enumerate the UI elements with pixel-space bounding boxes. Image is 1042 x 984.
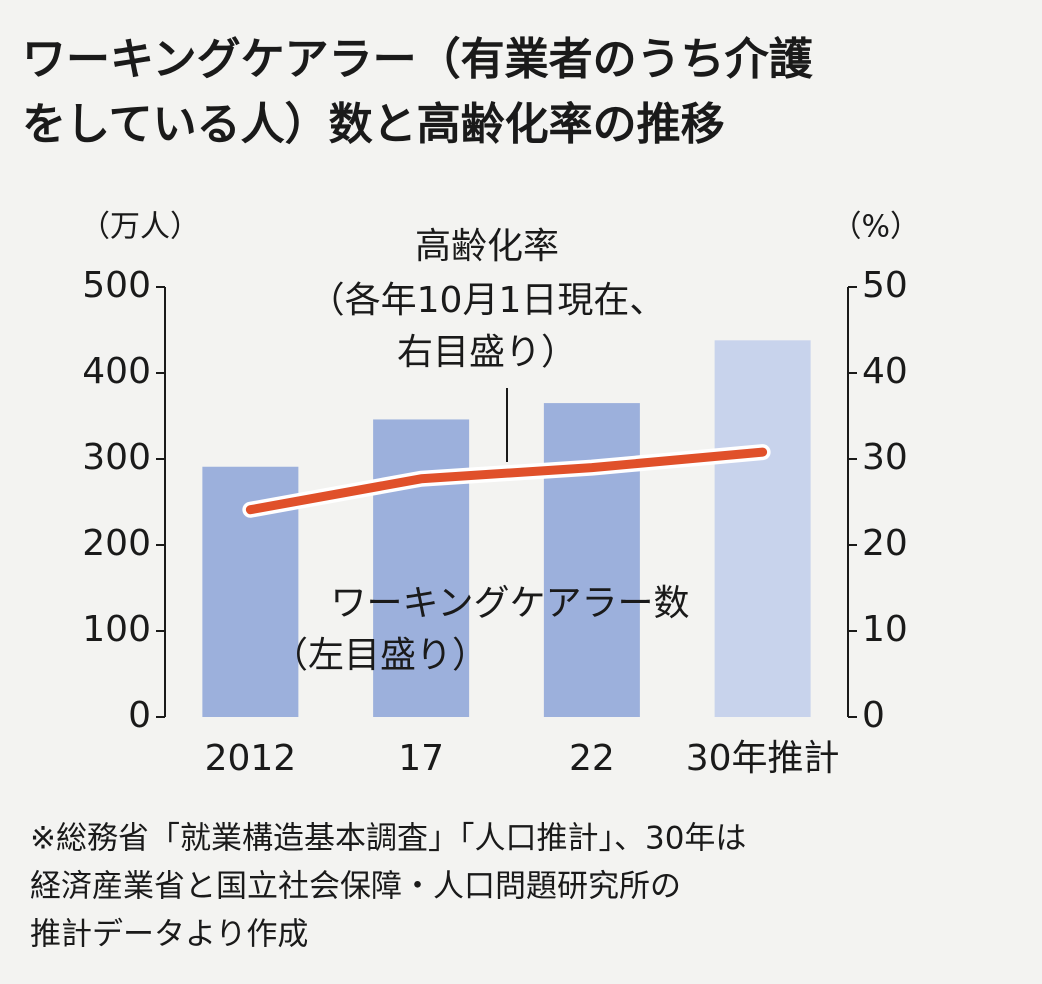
x-tick-label: 22 [569, 738, 615, 779]
y2-tick-label: 10 [862, 609, 908, 650]
y-axis-unit: （万人） [80, 210, 200, 245]
source-note: 推計データより作成 [30, 917, 308, 953]
plot: 0 100 200 300 400 500 0 10 20 30 40 50 2012 17 22 30年推計 [82, 265, 908, 779]
y2-tick-label: 30 [862, 437, 908, 478]
y2-axis-unit: （%） [831, 210, 920, 245]
y-tick-label: 200 [82, 523, 151, 564]
source-note: ※総務省「就業構造基本調査」「人口推計」、30年は [30, 821, 746, 857]
chart-title: をしている人）数と高齢化率の推移 [22, 99, 725, 150]
chart-title: ワーキングケアラー（有業者のうち介護 [22, 34, 814, 85]
y2-tick-label: 40 [862, 351, 908, 392]
y-tick-label: 500 [82, 265, 151, 306]
x-tick-label: 2012 [205, 738, 297, 779]
annotation: 右目盛り） [397, 332, 577, 373]
annotation: ワーキングケアラー数 [331, 583, 690, 624]
y2-tick-label: 0 [862, 695, 885, 736]
annotation: （左目盛り） [272, 635, 488, 676]
source-note: 経済産業省と国立社会保障・人口問題研究所の [30, 869, 681, 905]
y2-tick-label: 20 [862, 523, 908, 564]
x-tick-label: 17 [398, 738, 444, 779]
y-tick-label: 0 [128, 695, 151, 736]
line [245, 447, 768, 515]
bar [543, 403, 640, 717]
x-tick-label: 30年推計 [686, 738, 840, 779]
y-tick-label: 300 [82, 437, 151, 478]
y2-tick-label: 50 [862, 265, 908, 306]
y-tick-label: 400 [82, 351, 151, 392]
bar [714, 340, 811, 717]
annotation: 高齢化率 [415, 226, 559, 267]
annotation: （各年10月1日現在、 [309, 280, 666, 321]
y-tick-label: 100 [82, 609, 151, 650]
